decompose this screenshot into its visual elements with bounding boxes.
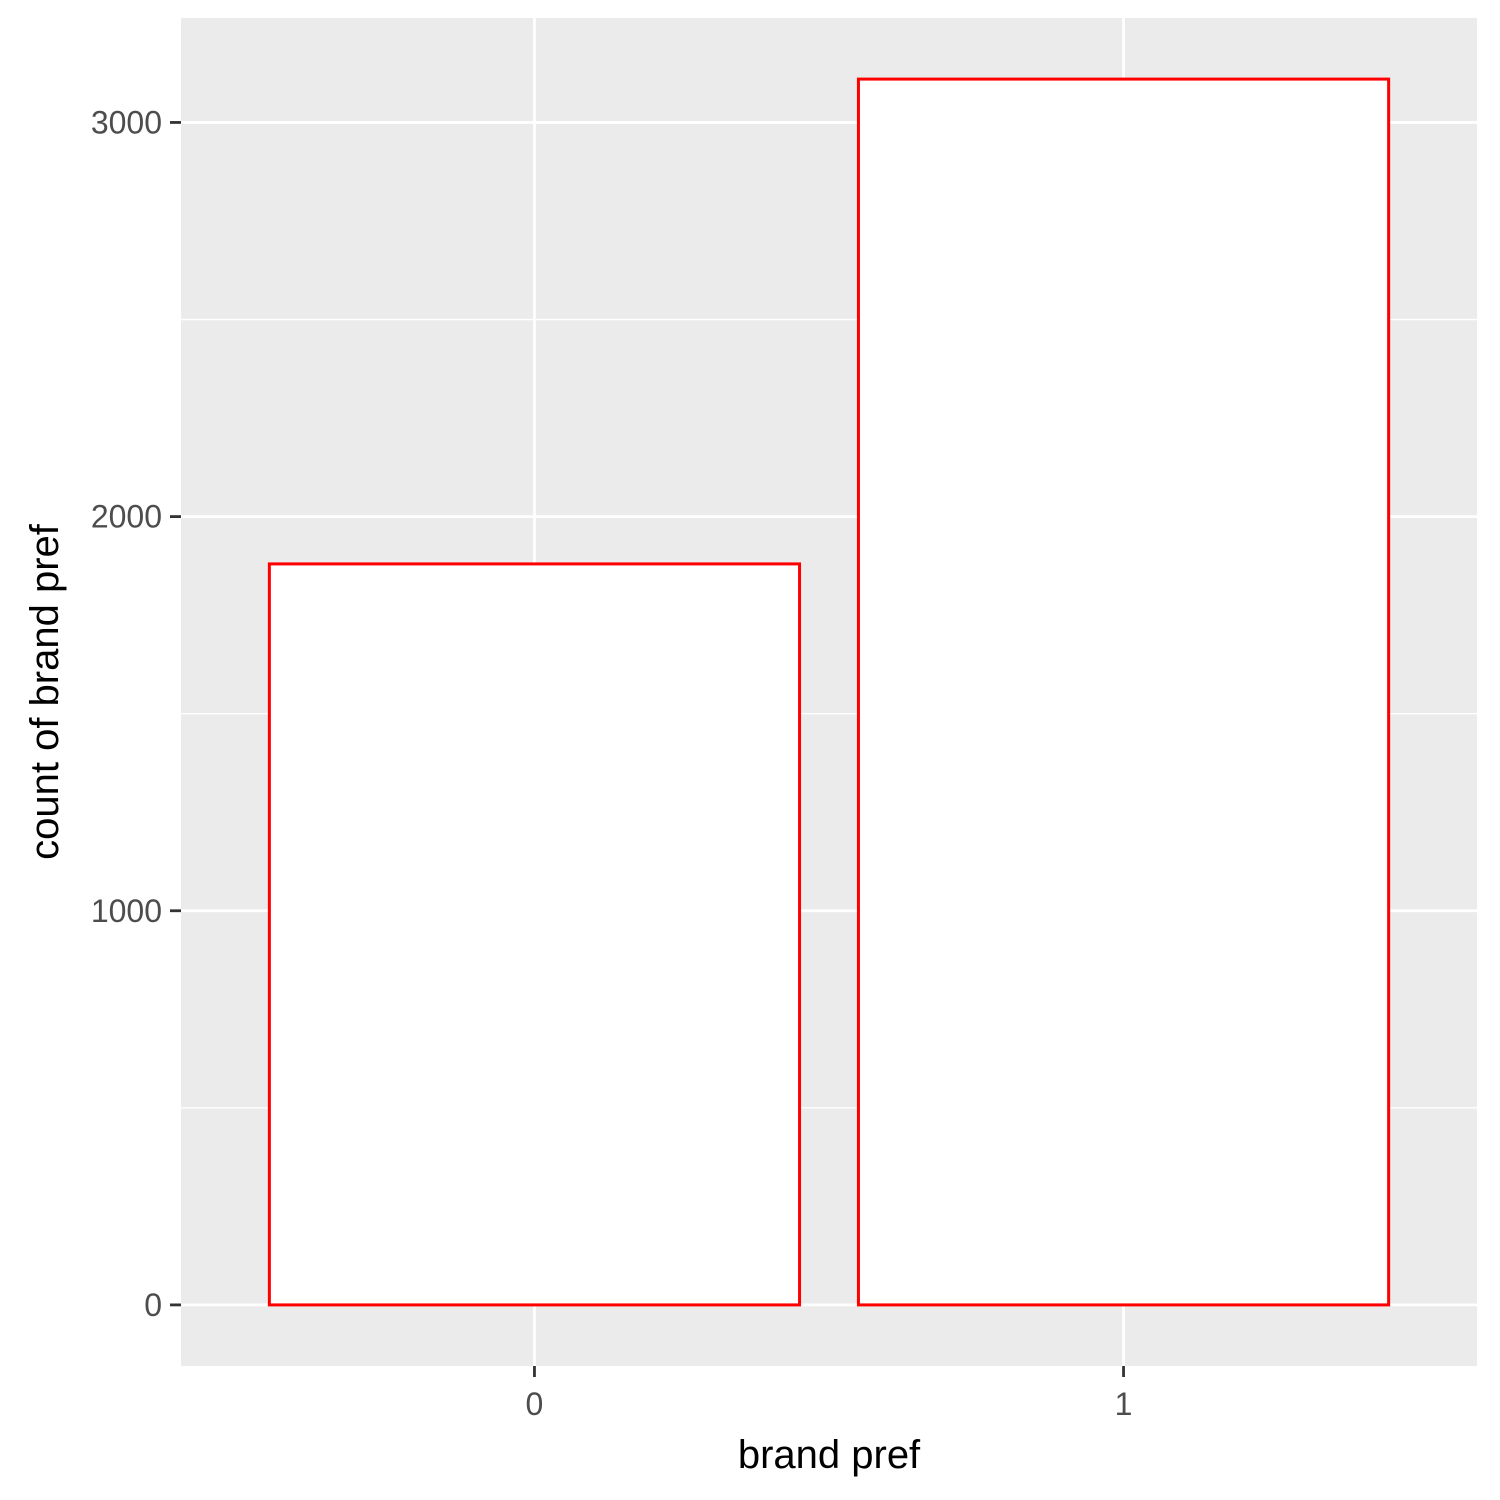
y-axis: 0 1000 2000 3000	[91, 104, 181, 1323]
bar	[856, 77, 1391, 1307]
x-tick-label: 1	[1115, 1386, 1133, 1422]
y-tick-label: 1000	[91, 893, 162, 929]
y-axis-title: count of brand pref	[23, 523, 67, 860]
x-tick-label: 0	[526, 1386, 544, 1422]
y-tick-label: 0	[144, 1287, 162, 1323]
y-tick-label: 3000	[91, 104, 162, 140]
bar	[267, 562, 802, 1307]
x-axis-title: brand pref	[738, 1433, 921, 1477]
bars	[267, 77, 1391, 1307]
y-tick-label: 2000	[91, 499, 162, 535]
